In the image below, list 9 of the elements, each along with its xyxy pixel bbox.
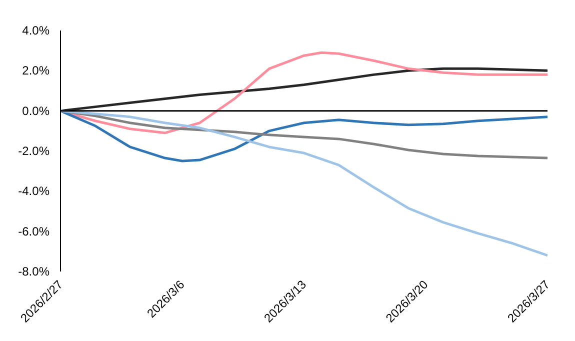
y-tick-label: -2.0% bbox=[18, 144, 50, 158]
y-tick-label: 0.0% bbox=[22, 104, 50, 118]
y-tick-label: -6.0% bbox=[18, 224, 50, 238]
y-tick-label: -4.0% bbox=[18, 184, 50, 198]
line-series bbox=[60, 110, 548, 257]
y-tick-label: 4.0% bbox=[22, 24, 50, 38]
line-series bbox=[60, 67, 548, 112]
y-tick-label: 2.0% bbox=[22, 64, 50, 78]
y-tick-label: -8.0% bbox=[18, 264, 50, 278]
